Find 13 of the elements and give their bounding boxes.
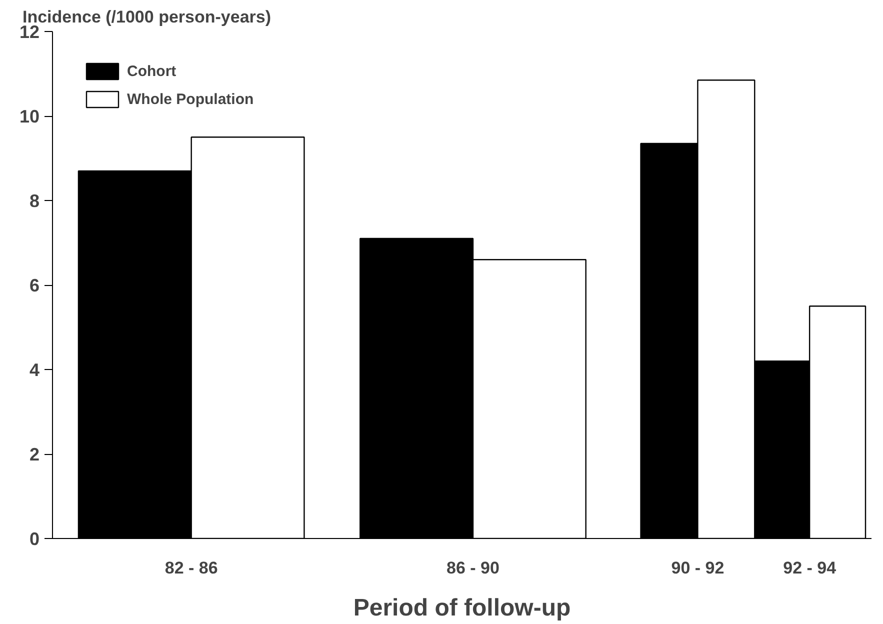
- x-tick-label: 92 - 94: [783, 558, 837, 578]
- y-tick-label: 2: [29, 444, 40, 464]
- x-axis-title: Period of follow-up: [353, 594, 571, 622]
- y-tick-label: 8: [29, 191, 40, 211]
- x-tick-label: 90 - 92: [671, 558, 724, 578]
- y-tick-label: 4: [29, 360, 40, 380]
- legend-label: Cohort: [127, 62, 176, 80]
- y-tick-label: 6: [29, 276, 40, 296]
- y-tick-label: 0: [29, 529, 40, 549]
- y-tick-label: 10: [19, 106, 40, 126]
- x-tick-label: 82 - 86: [164, 558, 218, 578]
- x-tick-label: 86 - 90: [446, 558, 500, 578]
- legend-label: Whole Population: [127, 90, 254, 108]
